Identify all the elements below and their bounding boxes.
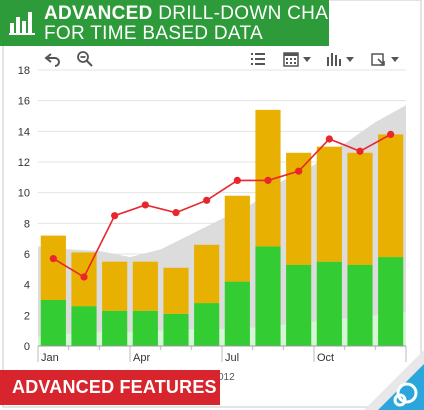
x-axis: Jan Apr Jul Oct 012: [37, 345, 407, 383]
undo-button[interactable]: [44, 48, 62, 70]
bar: [255, 246, 281, 346]
chart-toolbar: [0, 48, 424, 70]
bar: [194, 244, 220, 304]
y-tick-label: 14: [18, 126, 30, 138]
line-point: [141, 201, 149, 209]
line-layer: [49, 130, 395, 281]
banner-title-bold: ADVANCED: [44, 3, 153, 24]
bar: [347, 152, 373, 265]
advanced-features-banner: ADVANCED FEATURES: [0, 370, 220, 405]
zoom-out-button[interactable]: [76, 48, 94, 70]
y-tick-label: 10: [18, 188, 30, 200]
badge: [364, 350, 424, 410]
bar: [40, 235, 66, 300]
x-tick-label: Apr: [133, 352, 150, 364]
title-banner: ADVANCED DRILL-DOWN CHART FOR TIME BASED…: [0, 0, 353, 46]
bar: [316, 146, 342, 262]
y-tick-label: 6: [24, 249, 30, 261]
bar: [378, 134, 404, 258]
line-point: [49, 255, 57, 263]
line-point: [356, 147, 364, 155]
line-point: [203, 196, 211, 204]
line-point: [172, 209, 180, 217]
bar: [132, 310, 158, 346]
line-point: [295, 167, 303, 175]
series-line: [52, 133, 392, 279]
list-icon: [251, 53, 265, 65]
bar: [286, 264, 312, 346]
y-tick-label: 8: [24, 218, 30, 230]
area-series: [38, 105, 406, 347]
y-tick-label: 0: [24, 341, 30, 353]
line-point: [233, 176, 241, 184]
chart-type-dropdown[interactable]: [326, 48, 354, 70]
chevron-down-icon: [346, 56, 354, 62]
line-point: [111, 212, 119, 220]
bar: [40, 300, 66, 346]
line-point: [325, 135, 333, 143]
line-point: [264, 176, 272, 184]
bar: [71, 306, 97, 346]
chevron-down-icon: [391, 56, 399, 62]
calendar-icon: [283, 52, 299, 67]
bar: [163, 267, 189, 314]
y-tick-label: 18: [18, 65, 30, 77]
bar: [224, 281, 250, 346]
chevron-down-icon: [303, 56, 311, 62]
bar: [102, 310, 128, 346]
bar: [316, 261, 342, 346]
area-layer: [38, 105, 406, 347]
line-point: [387, 130, 395, 138]
line-point: [80, 273, 88, 281]
banner-title: ADVANCED DRILL-DOWN CHART FOR TIME BASED…: [44, 4, 354, 44]
zoom-out-icon: [77, 51, 93, 67]
bar: [102, 261, 128, 311]
export-icon: [371, 53, 385, 66]
y-axis: 0 2 4 6 8 10 12 14 16 18: [18, 65, 30, 353]
bar: [132, 261, 158, 311]
list-button[interactable]: [250, 48, 266, 70]
bar-chart-icon: [327, 53, 341, 66]
banner-title-line2: FOR TIME BASED DATA: [44, 23, 263, 44]
bar: [163, 313, 189, 346]
undo-icon: [44, 53, 60, 67]
bar: [378, 257, 404, 346]
chart-grid-icon: [9, 12, 35, 35]
y-tick-label: 16: [18, 96, 30, 108]
x-tick-label: Jan: [41, 352, 59, 364]
x-year-label: 012: [218, 372, 235, 383]
y-tick-label: 4: [24, 280, 30, 292]
x-tick-label: Oct: [317, 352, 334, 364]
x-tick-label: Jul: [225, 352, 239, 364]
area-series: [38, 312, 406, 346]
bar: [224, 195, 250, 282]
banner-title-rest: DRILL-DOWN CHART: [152, 3, 354, 24]
drill-logo-icon: [393, 382, 418, 407]
calendar-dropdown[interactable]: [283, 48, 311, 70]
bar-layer: [40, 109, 404, 346]
bar: [194, 303, 220, 346]
y-tick-label: 12: [18, 157, 30, 169]
export-dropdown[interactable]: [371, 48, 399, 70]
y-tick-label: 2: [24, 310, 30, 322]
bar: [347, 264, 373, 346]
